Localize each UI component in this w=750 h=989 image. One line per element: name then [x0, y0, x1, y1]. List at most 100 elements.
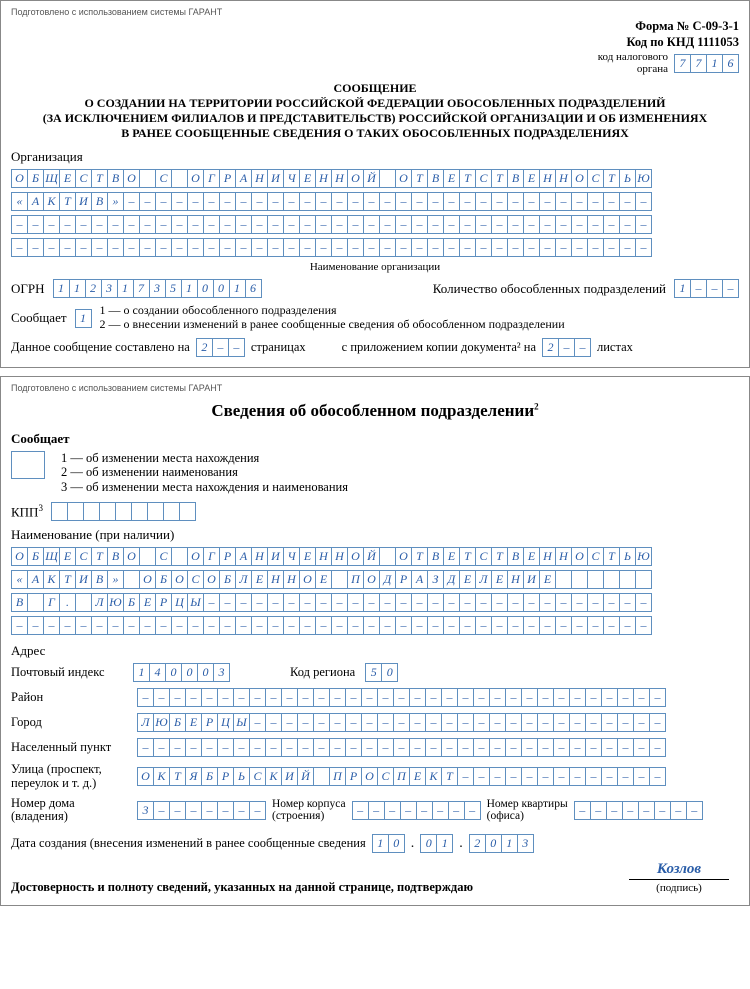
cell[interactable]: – [153, 688, 170, 707]
cell[interactable]: – [537, 767, 554, 786]
cell[interactable]: – [11, 215, 28, 234]
org-row-3[interactable]: –––––––––––––––––––––––––––––––––––––––– [11, 215, 652, 234]
cell[interactable]: – [368, 801, 385, 820]
cell[interactable]: В [11, 593, 28, 612]
cell[interactable]: – [123, 215, 140, 234]
cell[interactable]: – [91, 215, 108, 234]
cell[interactable]: – [228, 338, 245, 357]
cell[interactable]: – [443, 593, 460, 612]
cell[interactable]: – [59, 215, 76, 234]
cell[interactable]: – [507, 593, 524, 612]
cell[interactable]: – [459, 192, 476, 211]
cell[interactable]: – [153, 738, 170, 757]
cell[interactable]: – [219, 238, 236, 257]
cell[interactable]: – [233, 801, 250, 820]
cell[interactable] [555, 570, 572, 589]
cell[interactable]: – [457, 767, 474, 786]
cell[interactable]: – [345, 738, 362, 757]
cell[interactable]: Ч [283, 169, 300, 188]
cell[interactable]: – [393, 688, 410, 707]
cell[interactable]: – [489, 738, 506, 757]
cell[interactable]: – [411, 192, 428, 211]
cell[interactable]: Д [443, 570, 460, 589]
cell[interactable]: – [361, 713, 378, 732]
house-cells[interactable]: 3––––––– [137, 801, 266, 820]
cell[interactable]: – [201, 688, 218, 707]
cell[interactable]: . [59, 593, 76, 612]
cell[interactable]: – [267, 616, 284, 635]
cell[interactable] [75, 593, 92, 612]
cell[interactable]: – [539, 215, 556, 234]
cell[interactable]: – [489, 767, 506, 786]
cell[interactable]: – [395, 616, 412, 635]
cell[interactable]: – [400, 801, 417, 820]
cell[interactable]: – [457, 688, 474, 707]
cell[interactable]: – [395, 215, 412, 234]
cell[interactable]: – [523, 215, 540, 234]
cell[interactable]: Г [203, 169, 220, 188]
cell[interactable]: – [537, 738, 554, 757]
cell[interactable]: – [539, 593, 556, 612]
cell[interactable]: – [569, 713, 586, 732]
kpp-cells[interactable] [51, 502, 196, 521]
cell[interactable]: П [329, 767, 346, 786]
cell[interactable]: К [425, 767, 442, 786]
cell[interactable]: С [377, 767, 394, 786]
cell[interactable]: 3 [213, 663, 230, 682]
cell[interactable]: 4 [149, 663, 166, 682]
cell[interactable]: – [361, 688, 378, 707]
cell[interactable]: – [475, 238, 492, 257]
cell[interactable]: – [363, 238, 380, 257]
cell[interactable]: – [619, 192, 636, 211]
cell[interactable]: Е [315, 570, 332, 589]
cell[interactable]: Т [603, 169, 620, 188]
cell[interactable]: – [379, 616, 396, 635]
cell[interactable]: Е [523, 547, 540, 566]
cell[interactable]: – [425, 713, 442, 732]
cell[interactable]: – [555, 616, 572, 635]
cell[interactable]: – [649, 767, 666, 786]
cell[interactable]: – [361, 738, 378, 757]
cell[interactable]: – [441, 688, 458, 707]
cell[interactable]: И [281, 767, 298, 786]
cell[interactable]: 2 [196, 338, 213, 357]
cell[interactable]: – [235, 238, 252, 257]
cell[interactable] [131, 502, 148, 521]
cell[interactable]: 1 [372, 834, 389, 853]
cell[interactable]: Н [315, 547, 332, 566]
cell[interactable]: – [75, 238, 92, 257]
index-cells[interactable]: 140003 [133, 663, 230, 682]
cell[interactable]: Р [219, 547, 236, 566]
cell[interactable]: Д [379, 570, 396, 589]
cell[interactable]: – [489, 713, 506, 732]
cell[interactable]: Е [299, 547, 316, 566]
org-row-2[interactable]: «АКТИВ»––––––––––––––––––––––––––––––––– [11, 192, 652, 211]
cell[interactable]: – [75, 215, 92, 234]
cell[interactable]: О [347, 547, 364, 566]
cell[interactable]: – [107, 238, 124, 257]
cell[interactable]: – [443, 192, 460, 211]
cell[interactable]: Е [443, 169, 460, 188]
cell[interactable]: Т [59, 192, 76, 211]
pages-cells[interactable]: 2–– [196, 338, 245, 357]
cell[interactable]: Т [59, 570, 76, 589]
cell[interactable]: Р [155, 593, 172, 612]
cell[interactable]: – [633, 738, 650, 757]
cell[interactable]: – [251, 616, 268, 635]
cell[interactable]: – [571, 192, 588, 211]
cell[interactable]: 0 [197, 279, 214, 298]
cell[interactable]: – [27, 215, 44, 234]
cell[interactable]: – [425, 688, 442, 707]
cell[interactable]: – [347, 192, 364, 211]
cell[interactable] [171, 169, 188, 188]
cell[interactable]: Н [539, 169, 556, 188]
cell[interactable]: Й [363, 547, 380, 566]
cell[interactable]: – [201, 738, 218, 757]
cell[interactable]: – [219, 192, 236, 211]
cell[interactable]: – [43, 616, 60, 635]
cell[interactable]: О [571, 547, 588, 566]
cell[interactable]: – [281, 713, 298, 732]
cell[interactable]: – [459, 593, 476, 612]
cell[interactable]: – [603, 616, 620, 635]
cell[interactable]: О [123, 169, 140, 188]
